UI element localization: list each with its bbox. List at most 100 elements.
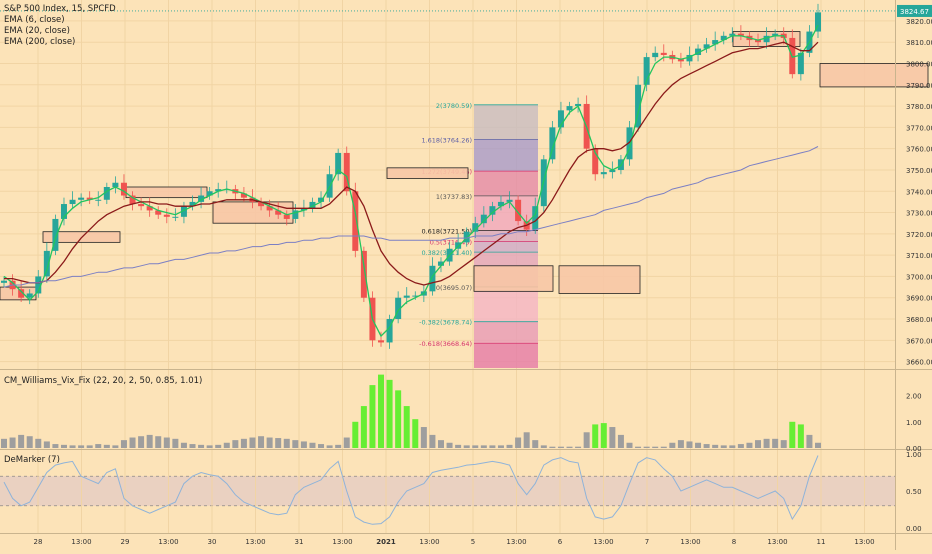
vix-bar	[335, 444, 342, 448]
candle-body	[275, 210, 282, 215]
price-tick-label: 3790.00	[906, 82, 932, 90]
candle-body	[815, 12, 821, 32]
vix-bar	[720, 445, 727, 448]
vix-bar	[463, 445, 470, 448]
candle-body	[626, 127, 633, 160]
time-tick-label: 13:00	[680, 538, 700, 546]
candle-body	[300, 208, 307, 211]
fib-zone	[474, 321, 538, 344]
candle-body	[352, 191, 359, 251]
candle-body	[1, 280, 7, 283]
legend-ema6[interactable]: EMA (6, close)	[4, 15, 65, 25]
vix-bar	[815, 442, 821, 448]
time-tick-label: 7	[645, 538, 649, 546]
vix-bar	[789, 421, 796, 448]
candle-body	[26, 293, 33, 298]
price-tick-label: 3770.00	[906, 124, 932, 132]
candle-body	[343, 152, 350, 192]
vix-bar	[352, 421, 359, 448]
time-tick-label: 13:00	[245, 538, 265, 546]
candle-body	[412, 295, 419, 297]
candle-body	[52, 218, 59, 251]
price-tick-label: 3690.00	[906, 295, 932, 303]
vix-bar	[540, 445, 547, 448]
fib-level-label: -0.382(3678.74)	[419, 319, 472, 327]
main-legend: S&P 500 Index, 15, SPCFD EMA (6, close) …	[4, 4, 116, 48]
candle-body	[455, 242, 462, 249]
candle-body	[189, 201, 196, 207]
candle-body	[360, 250, 367, 298]
symbol-title[interactable]: S&P 500 Index, 15, SPCFD	[4, 4, 116, 14]
candle-body	[660, 52, 667, 55]
candle-body	[480, 214, 487, 224]
price-tick-label: 3740.00	[906, 188, 932, 196]
fib-level-label: -0.618(3668.64)	[419, 340, 472, 348]
vix-bar	[95, 444, 102, 448]
candle-body	[78, 197, 85, 200]
vix-bar	[446, 442, 453, 448]
candle-body	[600, 172, 607, 175]
candle-body	[266, 206, 273, 211]
vix-bar	[43, 441, 50, 448]
vix-bar	[60, 444, 67, 448]
candle-body	[163, 214, 170, 217]
vix-bar	[755, 440, 762, 448]
vix-bar	[343, 437, 350, 448]
vix-bar	[129, 437, 136, 448]
vix-bar	[746, 442, 753, 448]
candle-body	[198, 195, 205, 202]
demarker-pane-label[interactable]: DeMarker (7)	[4, 455, 60, 465]
time-tick-label: 13:00	[419, 538, 439, 546]
zone-box	[558, 265, 641, 294]
vix-bar	[686, 441, 693, 448]
vix-tick-label: 1.00	[906, 419, 922, 427]
candle-body	[652, 52, 659, 58]
demarker-series-line	[3, 455, 819, 525]
time-tick-label: 13:00	[854, 538, 874, 546]
vix-bar	[26, 436, 33, 448]
vix-bar	[437, 440, 444, 448]
time-tick-label: 13:00	[71, 538, 91, 546]
candle-body	[737, 33, 744, 36]
fib-zone	[474, 286, 538, 322]
candle-body	[472, 223, 479, 232]
fib-zone	[474, 343, 538, 368]
candle-body	[35, 276, 42, 294]
price-tick-label: 3820.00	[906, 18, 932, 26]
candle-body	[138, 204, 145, 207]
vix-bar	[300, 441, 307, 448]
vix-bar	[69, 445, 76, 448]
candle-body	[575, 103, 582, 107]
candle-body	[240, 193, 247, 198]
time-tick-label: 28	[34, 538, 43, 546]
candle-body	[763, 35, 770, 43]
zone-box	[125, 186, 208, 199]
demarker-band	[0, 476, 895, 506]
vix-bar	[86, 445, 93, 448]
demarker-line	[3, 455, 819, 525]
candle-body	[532, 206, 539, 230]
vix-bar	[9, 437, 16, 448]
candle-body	[463, 231, 470, 243]
candle-body	[180, 206, 187, 217]
demarker-tick-label: 1.00	[906, 451, 922, 459]
vix-bar	[309, 442, 316, 448]
candle-body	[695, 48, 702, 55]
candle-body	[378, 340, 385, 343]
legend-ema20[interactable]: EMA (20, close)	[4, 26, 70, 36]
price-tick-label: 3800.00	[906, 60, 932, 68]
candle-body	[712, 40, 719, 45]
vix-bar	[429, 434, 436, 448]
vix-bar	[155, 436, 162, 448]
vix-bar	[180, 442, 187, 448]
candle-body	[635, 84, 642, 128]
vix-bar	[360, 406, 367, 448]
vix-bar	[386, 379, 393, 448]
vix-bar	[472, 445, 479, 448]
vix-pane-label[interactable]: CM_Williams_Vix_Fix (22, 20, 2, 50, 0.85…	[4, 376, 203, 386]
last-price-badge	[897, 4, 932, 17]
vix-bar	[258, 436, 265, 448]
legend-ema200[interactable]: EMA (200, close)	[4, 37, 76, 47]
candle-body	[729, 33, 736, 36]
